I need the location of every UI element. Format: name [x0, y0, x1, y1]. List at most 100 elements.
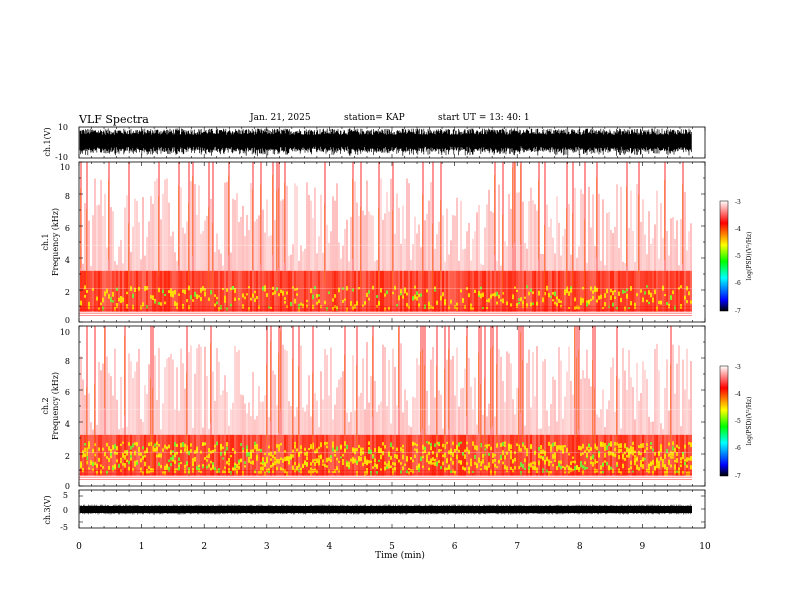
- ch1-spectrogram-haze-column: [362, 210, 364, 271]
- ch2-spectrogram-band-column: [440, 434, 442, 477]
- ch2-spectrogram-band-column: [108, 434, 110, 477]
- ch1-spectrogram-speckle: [440, 295, 442, 301]
- ch2-spectrogram-speckle: [662, 463, 664, 468]
- ch2-spectrogram-speckle: [200, 450, 202, 454]
- ch1-spectrogram-band-column: [90, 270, 92, 313]
- ch1-spectrogram-speckle: [284, 301, 286, 304]
- ch2-spectrogram-speckle: [552, 463, 554, 467]
- ch2-spectrogram-haze-column: [380, 401, 382, 435]
- ch2-spectrogram-speckle: [616, 464, 618, 467]
- ch1-spectrogram-haze-column: [238, 221, 240, 271]
- ch1-spectrogram-haze-column: [486, 204, 488, 271]
- ch2-spectrogram-speckle: [630, 446, 632, 451]
- ch2-spectrogram-speckle: [120, 460, 122, 464]
- ch2-spectrogram-burst-streak: [422, 349, 423, 430]
- ch1-spectrogram-speckle: [602, 306, 604, 310]
- ch1-spectrogram-band-column: [402, 270, 404, 313]
- ch1-spectrogram-speckle: [186, 299, 188, 303]
- ch1-spectrogram-speckle: [594, 286, 596, 290]
- ch2-spectrogram-haze-column: [364, 409, 366, 435]
- ch2-spectrogram-speckle: [354, 448, 356, 451]
- ch1-spectrogram-speckle: [196, 294, 198, 299]
- ch2-spectrogram-speckle: [270, 451, 272, 457]
- ch2-spectrogram-speckle: [462, 451, 464, 456]
- ch1-spectrogram-speckle: [380, 288, 382, 293]
- ch1-spectrogram-speckle: [238, 297, 240, 301]
- ch1-spectrogram-haze-column: [148, 221, 150, 271]
- ch1-spectrogram-band-column: [130, 270, 132, 313]
- ch1-spectrogram-band-column: [326, 270, 328, 313]
- ch1-spectrogram-band-column: [196, 270, 198, 313]
- ch2-spectrogram-band-column: [102, 434, 104, 477]
- ch2-spectrogram-speckle: [326, 457, 328, 463]
- ch1-spectrogram-band-column: [620, 270, 622, 313]
- ch1-spectrogram-ytick-10: 10: [60, 163, 70, 172]
- ch1-spectrogram-band-column: [270, 270, 272, 313]
- ch2-spectrogram-haze-column: [88, 393, 90, 435]
- ch1-spectrogram-band-column: [228, 270, 230, 313]
- ch1-spectrogram-speckle: [554, 291, 556, 297]
- ch2-spectrogram-haze-column: [624, 370, 626, 435]
- ch2-spectrogram-band-column: [222, 434, 224, 477]
- ch1-spectrogram-speckle: [570, 286, 572, 289]
- ch2-spectrogram-speckle: [668, 459, 670, 463]
- ch2-spectrogram-speckle: [686, 464, 688, 468]
- ch2-spectrogram-speckle: [682, 470, 684, 475]
- ch1-spectrogram-band-column: [164, 270, 166, 313]
- ch2-spectrogram-band-column: [186, 434, 188, 477]
- ch1-spectrogram-band-column: [376, 270, 378, 313]
- ch2-spectrogram-haze-column: [542, 361, 544, 435]
- ch1-spectrogram-speckle: [174, 301, 176, 307]
- ch1-spectrogram-speckle: [168, 290, 170, 294]
- ch2-spectrogram-speckle: [102, 466, 104, 469]
- ch2-spectrogram-haze-column: [596, 414, 598, 435]
- ch2-spectrogram-speckle: [668, 453, 670, 457]
- ch1-spectrogram-band-column: [146, 270, 148, 313]
- ch2-spectrogram-burst-streak: [150, 378, 151, 459]
- ch2-spectrogram-band-column: [232, 434, 234, 477]
- ch2-spectrogram-speckle: [492, 453, 494, 459]
- ch2-spectrogram-speckle: [580, 461, 582, 465]
- ch2-spectrogram-haze-column: [376, 411, 378, 435]
- ch1-spectrogram-band-column: [652, 270, 654, 313]
- ch1-spectrogram-band-column: [138, 270, 140, 313]
- ch1-spectrogram-burst-streak: [360, 206, 361, 287]
- ch1-spectrogram-band-column: [108, 270, 110, 313]
- ch2-spectrogram-band-column: [344, 434, 346, 477]
- ch1-spectrogram-haze-column: [558, 222, 560, 271]
- ch2-spectrogram-speckle: [168, 444, 170, 449]
- ch2-spectrogram-speckle: [654, 465, 656, 470]
- ch2-spectrogram-speckle: [674, 469, 676, 475]
- ch1-spectrogram-speckle: [560, 300, 562, 304]
- ch1-spectrogram-speckle: [364, 301, 366, 305]
- ch1-spectrogram-band-column: [94, 270, 96, 313]
- ch2-spectrogram-ytick-2: 2: [65, 452, 70, 461]
- ch1-spectrogram-band-column: [662, 270, 664, 313]
- ch2-spectrogram-speckle: [632, 441, 634, 446]
- ch2-spectrogram-speckle: [156, 447, 158, 450]
- ch2-spectrogram-haze-column: [682, 359, 684, 435]
- ch2-spectrogram-speckle: [122, 462, 124, 466]
- ch1-spectrogram-speckle: [88, 301, 90, 307]
- ch2-spectrogram-band-column: [278, 434, 280, 477]
- ch1-spectrogram-burst-streak: [626, 186, 627, 267]
- ch1-spectrogram-band-column: [550, 270, 552, 313]
- ch1-spectrogram-burst-streak: [278, 187, 279, 268]
- ch1-spectrogram-speckle: [316, 293, 318, 298]
- ch2-spectrogram-band-column: [596, 434, 598, 477]
- ch2-spectrogram-speckle: [192, 462, 194, 466]
- ch1-spectrogram-band-column: [148, 270, 150, 313]
- ch2-spectrogram-speckle: [164, 465, 166, 471]
- ch1-spectrogram-speckle: [558, 298, 560, 303]
- ch2-spectrogram-speckle: [136, 443, 138, 447]
- ch1-spectrogram-haze-column: [548, 226, 550, 271]
- ch1-spectrogram-haze-column: [450, 240, 452, 271]
- ch1-spectrogram-burst-streak: [80, 188, 81, 269]
- ch2-spectrogram-burst-streak: [520, 332, 521, 413]
- ch1-spectrogram-speckle: [486, 299, 488, 302]
- ch1-spectrogram-haze-column: [608, 211, 610, 271]
- ch1-spectrogram-speckle: [396, 304, 398, 307]
- ch2-spectrogram-speckle: [256, 456, 258, 461]
- ch2-spectrogram-speckle: [378, 446, 380, 451]
- ch1-spectrogram-speckle: [444, 302, 446, 306]
